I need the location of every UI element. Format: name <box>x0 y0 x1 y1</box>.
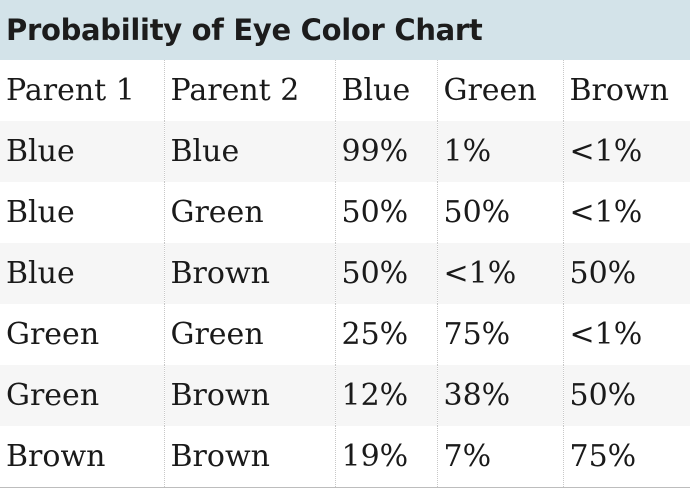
cell-brown: 50% <box>563 243 690 304</box>
table-row: Blue Green 50% 50% <1% <box>0 182 690 243</box>
column-header-green: Green <box>437 60 564 121</box>
column-header-parent-1: Parent 1 <box>0 60 165 121</box>
cell-blue: 19% <box>335 426 438 488</box>
cell-parent-2: Blue <box>164 121 336 182</box>
cell-brown: <1% <box>563 304 690 365</box>
cell-green: 7% <box>437 426 564 488</box>
cell-green: 1% <box>437 121 564 182</box>
cell-brown: 75% <box>563 426 690 488</box>
column-header-blue: Blue <box>335 60 438 121</box>
table-row: Brown Brown 19% 7% 75% <box>0 426 690 488</box>
cell-green: 75% <box>437 304 564 365</box>
column-header-brown: Brown <box>563 60 690 121</box>
table-row: Blue Brown 50% <1% 50% <box>0 243 690 304</box>
cell-blue: 25% <box>335 304 438 365</box>
cell-green: <1% <box>437 243 564 304</box>
cell-green: 50% <box>437 182 564 243</box>
cell-parent-2: Brown <box>164 426 336 488</box>
header-row: Parent 1 Parent 2 Blue Green Brown <box>0 60 690 121</box>
cell-blue: 50% <box>335 182 438 243</box>
cell-blue: 12% <box>335 365 438 426</box>
cell-blue: 99% <box>335 121 438 182</box>
cell-brown: <1% <box>563 182 690 243</box>
cell-brown: 50% <box>563 365 690 426</box>
cell-brown: <1% <box>563 121 690 182</box>
table-row: Green Brown 12% 38% 50% <box>0 365 690 426</box>
cell-parent-2: Green <box>164 182 336 243</box>
cell-green: 38% <box>437 365 564 426</box>
cell-parent-1: Green <box>0 365 165 426</box>
cell-parent-1: Blue <box>0 182 165 243</box>
chart-title: Probability of Eye Color Chart <box>6 13 483 47</box>
table-row: Green Green 25% 75% <1% <box>0 304 690 365</box>
title-bar: Probability of Eye Color Chart <box>0 0 690 60</box>
cell-parent-1: Blue <box>0 243 165 304</box>
eye-color-table: Parent 1 Parent 2 Blue Green Brown Blue … <box>0 60 690 488</box>
cell-blue: 50% <box>335 243 438 304</box>
cell-parent-1: Green <box>0 304 165 365</box>
cell-parent-2: Brown <box>164 365 336 426</box>
cell-parent-1: Brown <box>0 426 165 488</box>
column-header-parent-2: Parent 2 <box>164 60 336 121</box>
cell-parent-2: Brown <box>164 243 336 304</box>
cell-parent-2: Green <box>164 304 336 365</box>
table-row: Blue Blue 99% 1% <1% <box>0 121 690 182</box>
cell-parent-1: Blue <box>0 121 165 182</box>
